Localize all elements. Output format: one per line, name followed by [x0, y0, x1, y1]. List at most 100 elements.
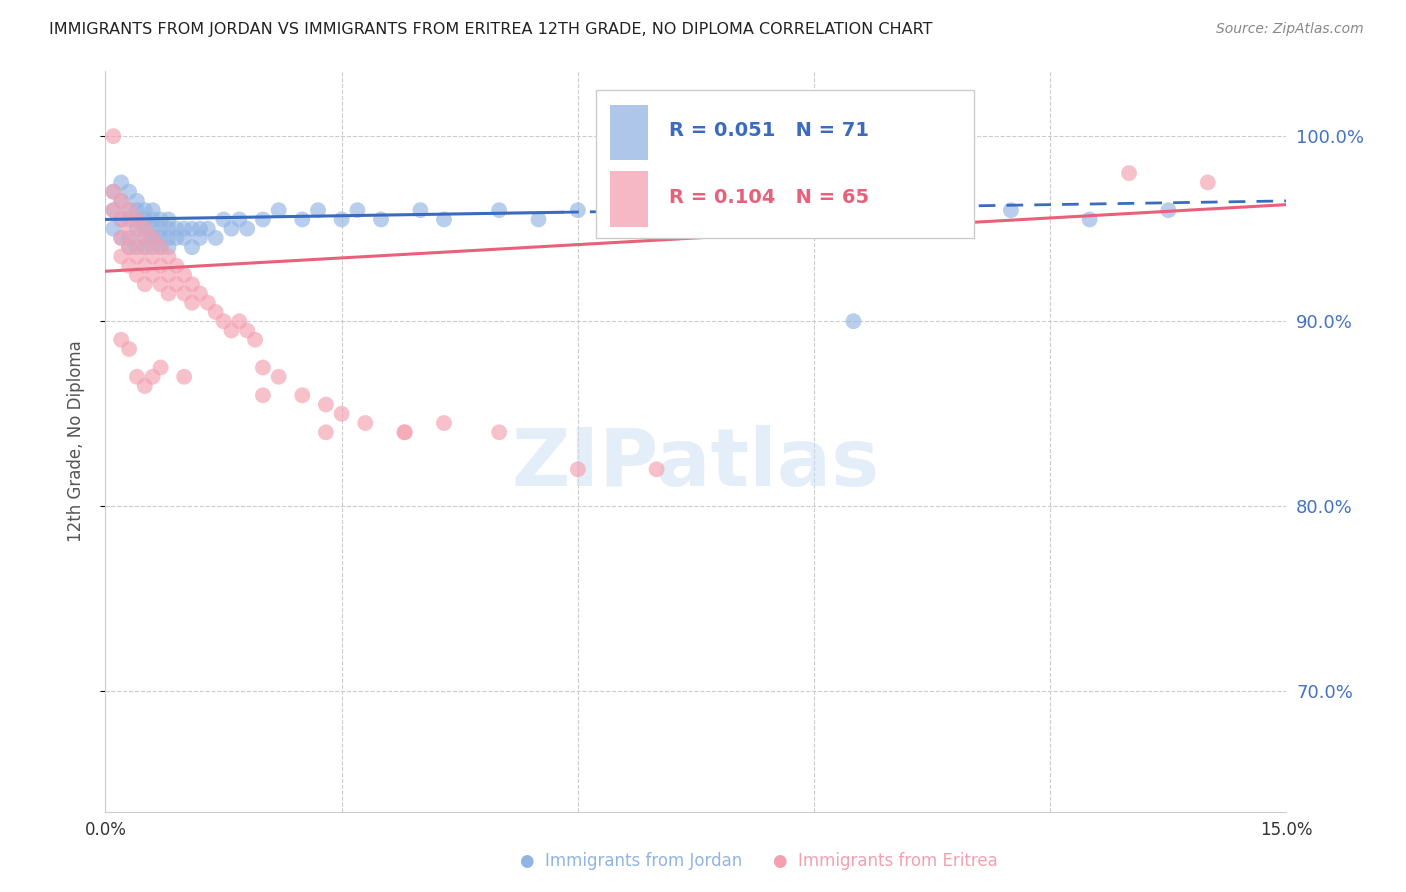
- Point: [142, 249, 165, 263]
- Point: [1078, 212, 1101, 227]
- Point: [243, 333, 266, 347]
- Point: [165, 221, 187, 235]
- Point: [1197, 175, 1219, 190]
- Point: [724, 203, 747, 218]
- Point: [204, 231, 226, 245]
- Point: [157, 240, 180, 254]
- Point: [118, 212, 141, 227]
- Point: [173, 221, 195, 235]
- Point: [125, 240, 148, 254]
- Point: [149, 259, 172, 273]
- Point: [291, 212, 314, 227]
- Point: [134, 231, 156, 245]
- Point: [134, 240, 156, 254]
- Point: [181, 277, 204, 292]
- Point: [134, 221, 156, 235]
- Point: [157, 286, 180, 301]
- Point: [110, 212, 132, 227]
- Point: [103, 203, 125, 218]
- Point: [921, 212, 943, 227]
- Point: [149, 212, 172, 227]
- Point: [134, 277, 156, 292]
- Point: [228, 212, 250, 227]
- Point: [394, 425, 416, 440]
- Point: [149, 240, 172, 254]
- Point: [173, 286, 195, 301]
- Point: [252, 212, 274, 227]
- Point: [315, 397, 337, 411]
- Point: [354, 416, 377, 430]
- Point: [149, 221, 172, 235]
- Point: [330, 212, 353, 227]
- Point: [291, 388, 314, 402]
- Point: [221, 323, 243, 337]
- Point: [165, 277, 187, 292]
- Point: [110, 231, 132, 245]
- Point: [118, 221, 141, 235]
- Point: [142, 221, 165, 235]
- FancyBboxPatch shape: [596, 90, 973, 238]
- Point: [330, 407, 353, 421]
- Point: [118, 240, 141, 254]
- Point: [173, 268, 195, 282]
- Point: [228, 314, 250, 328]
- Point: [842, 314, 865, 328]
- Point: [110, 249, 132, 263]
- Point: [173, 231, 195, 245]
- Point: [370, 212, 392, 227]
- Text: IMMIGRANTS FROM JORDAN VS IMMIGRANTS FROM ERITREA 12TH GRADE, NO DIPLOMA CORRELA: IMMIGRANTS FROM JORDAN VS IMMIGRANTS FRO…: [49, 22, 932, 37]
- Point: [173, 369, 195, 384]
- Point: [110, 212, 132, 227]
- Point: [346, 203, 368, 218]
- Point: [685, 212, 707, 227]
- Point: [197, 221, 219, 235]
- Point: [103, 203, 125, 218]
- FancyBboxPatch shape: [610, 104, 648, 161]
- Point: [110, 175, 132, 190]
- Point: [103, 221, 125, 235]
- Point: [142, 231, 165, 245]
- FancyBboxPatch shape: [610, 171, 648, 227]
- Point: [149, 231, 172, 245]
- Point: [188, 221, 211, 235]
- Point: [125, 212, 148, 227]
- Point: [252, 388, 274, 402]
- Point: [118, 240, 141, 254]
- Point: [118, 203, 141, 218]
- Point: [1118, 166, 1140, 180]
- Point: [134, 259, 156, 273]
- Text: R = 0.051   N = 71: R = 0.051 N = 71: [669, 121, 869, 140]
- Text: R = 0.104   N = 65: R = 0.104 N = 65: [669, 187, 869, 207]
- Point: [236, 221, 259, 235]
- Point: [142, 240, 165, 254]
- Point: [803, 203, 825, 218]
- Point: [110, 194, 132, 208]
- Point: [315, 425, 337, 440]
- Point: [1000, 203, 1022, 218]
- Point: [181, 240, 204, 254]
- Text: ZIPatlas: ZIPatlas: [512, 425, 880, 503]
- Point: [433, 212, 456, 227]
- Point: [488, 425, 510, 440]
- Point: [165, 259, 187, 273]
- Text: ●  Immigrants from Jordan: ● Immigrants from Jordan: [520, 852, 742, 870]
- Point: [157, 212, 180, 227]
- Point: [142, 369, 165, 384]
- Text: Source: ZipAtlas.com: Source: ZipAtlas.com: [1216, 22, 1364, 37]
- Point: [645, 203, 668, 218]
- Point: [118, 185, 141, 199]
- Point: [125, 194, 148, 208]
- Point: [181, 221, 204, 235]
- Point: [204, 305, 226, 319]
- Point: [157, 221, 180, 235]
- Point: [188, 286, 211, 301]
- Point: [645, 462, 668, 476]
- Point: [118, 203, 141, 218]
- Point: [118, 231, 141, 245]
- Point: [252, 360, 274, 375]
- Point: [433, 416, 456, 430]
- Point: [110, 333, 132, 347]
- Point: [103, 185, 125, 199]
- Point: [134, 379, 156, 393]
- Point: [527, 212, 550, 227]
